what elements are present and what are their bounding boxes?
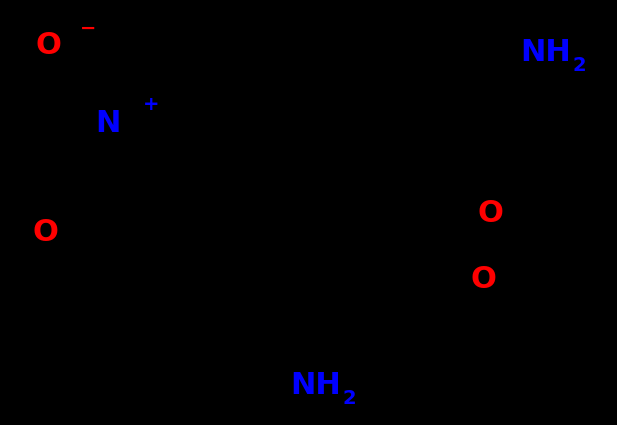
Text: O: O — [470, 266, 496, 295]
Text: NH: NH — [290, 371, 341, 400]
Text: O: O — [35, 31, 61, 60]
Text: NH: NH — [520, 37, 571, 66]
Text: O: O — [32, 218, 58, 246]
Text: +: + — [143, 94, 160, 113]
Text: N: N — [95, 108, 121, 138]
Text: −: − — [80, 19, 96, 37]
Text: O: O — [477, 198, 503, 227]
Text: 2: 2 — [342, 388, 355, 408]
Text: 2: 2 — [572, 56, 586, 74]
